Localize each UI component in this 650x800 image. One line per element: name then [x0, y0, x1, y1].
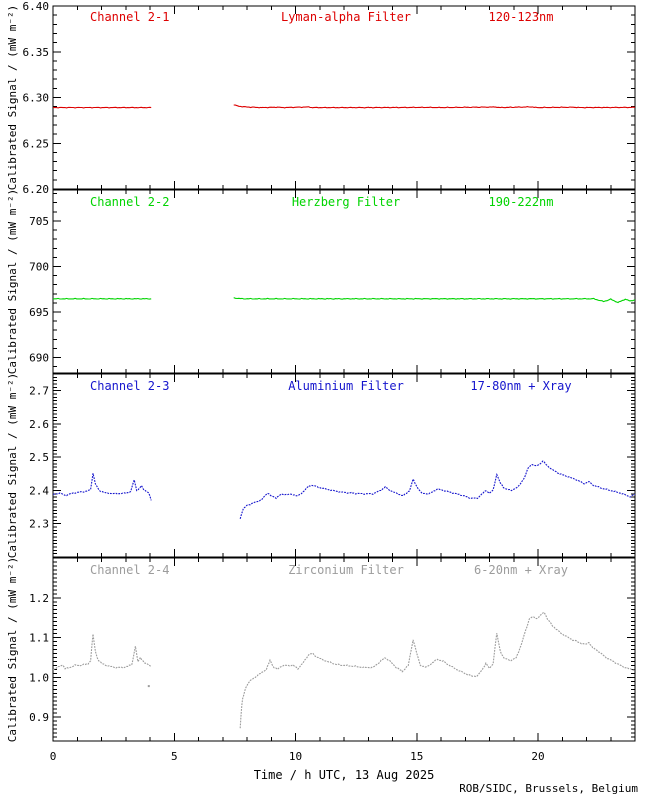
panel-headers: Channel 2-1 Lyman-alpha Filter 120-123nm…	[90, 10, 572, 577]
generated-axes-and-series: 6.20 6.25 6.30 6.35 6.40 Calibrated Signal / …	[6, 0, 636, 763]
panel-frame	[52, 5, 636, 190]
y-tick-label: 700	[29, 260, 49, 273]
x-tick-label: 0	[50, 750, 57, 763]
y-tick-label: 2.4	[29, 484, 49, 497]
y-tick-label: 695	[29, 306, 49, 319]
panel-frame	[52, 373, 636, 558]
y-axis-title: Calibrated Signal / (mW m⁻²)	[6, 189, 19, 374]
panel-1-filter-label: Lyman-alpha Filter	[281, 10, 411, 24]
y-tick-label: 2.7	[29, 385, 49, 398]
data-dot	[147, 685, 150, 688]
y-axis-title: Calibrated Signal / (mW m⁻²)	[6, 557, 19, 742]
y-axis-title: Calibrated Signal / (mW m⁻²)	[6, 5, 19, 190]
x-tick-label: 10	[289, 750, 302, 763]
panel-2-band-label: 190-222nm	[488, 195, 553, 209]
panel-2-filter-label: Herzberg Filter	[292, 195, 400, 209]
y-tick-label: 690	[29, 352, 49, 365]
x-tick-label: 20	[531, 750, 544, 763]
y-tick-label: 2.6	[29, 418, 49, 431]
panel-frame	[52, 189, 636, 374]
panel-1-band-label: 120-123nm	[488, 10, 553, 24]
x-tick-label: 15	[410, 750, 423, 763]
y-tick-label: 705	[29, 215, 49, 228]
series-path	[239, 460, 636, 519]
panel-4-channel-label: Channel 2-4	[90, 563, 169, 577]
y-tick-label: 2.5	[29, 451, 49, 464]
panel-4-band-label: 6-20nm + Xray	[474, 563, 568, 577]
y-tick-label: 6.40	[23, 0, 50, 13]
y-tick-label: 6.25	[23, 137, 50, 150]
y-tick-label: 1.2	[29, 592, 49, 605]
series-path	[239, 611, 636, 729]
panel-4-filter-label: Zirconium Filter	[288, 563, 404, 577]
y-tick-label: 1.1	[29, 632, 49, 645]
series-path	[52, 634, 152, 671]
y-tick-label: 6.30	[23, 92, 50, 105]
series-path	[233, 297, 635, 304]
series-path	[52, 297, 152, 300]
y-tick-label: 0.9	[29, 711, 49, 724]
panel-2-channel-label: Channel 2-2	[90, 195, 169, 209]
y-tick-label: 6.35	[23, 46, 50, 59]
series-path	[52, 473, 152, 501]
credit-line: ROB/SIDC, Brussels, Belgium	[459, 782, 638, 795]
panel-3-filter-label: Aluminium Filter	[288, 379, 404, 393]
panel-frame	[52, 557, 636, 742]
y-axis-title: Calibrated Signal / (mW m⁻²)	[6, 373, 19, 558]
series-path	[52, 106, 152, 109]
panel-3-channel-label: Channel 2-3	[90, 379, 169, 393]
panel-1-channel-label: Channel 2-1	[90, 10, 169, 24]
series-path	[233, 104, 636, 109]
y-tick-label: 1.0	[29, 671, 49, 684]
x-tick-label: 5	[171, 750, 178, 763]
y-tick-label: 6.20	[23, 183, 50, 196]
y-tick-label: 2.3	[29, 518, 49, 531]
x-axis-title: Time / h UTC, 13 Aug 2025	[254, 768, 435, 782]
panel-3-band-label: 17-80nm + Xray	[470, 379, 571, 393]
